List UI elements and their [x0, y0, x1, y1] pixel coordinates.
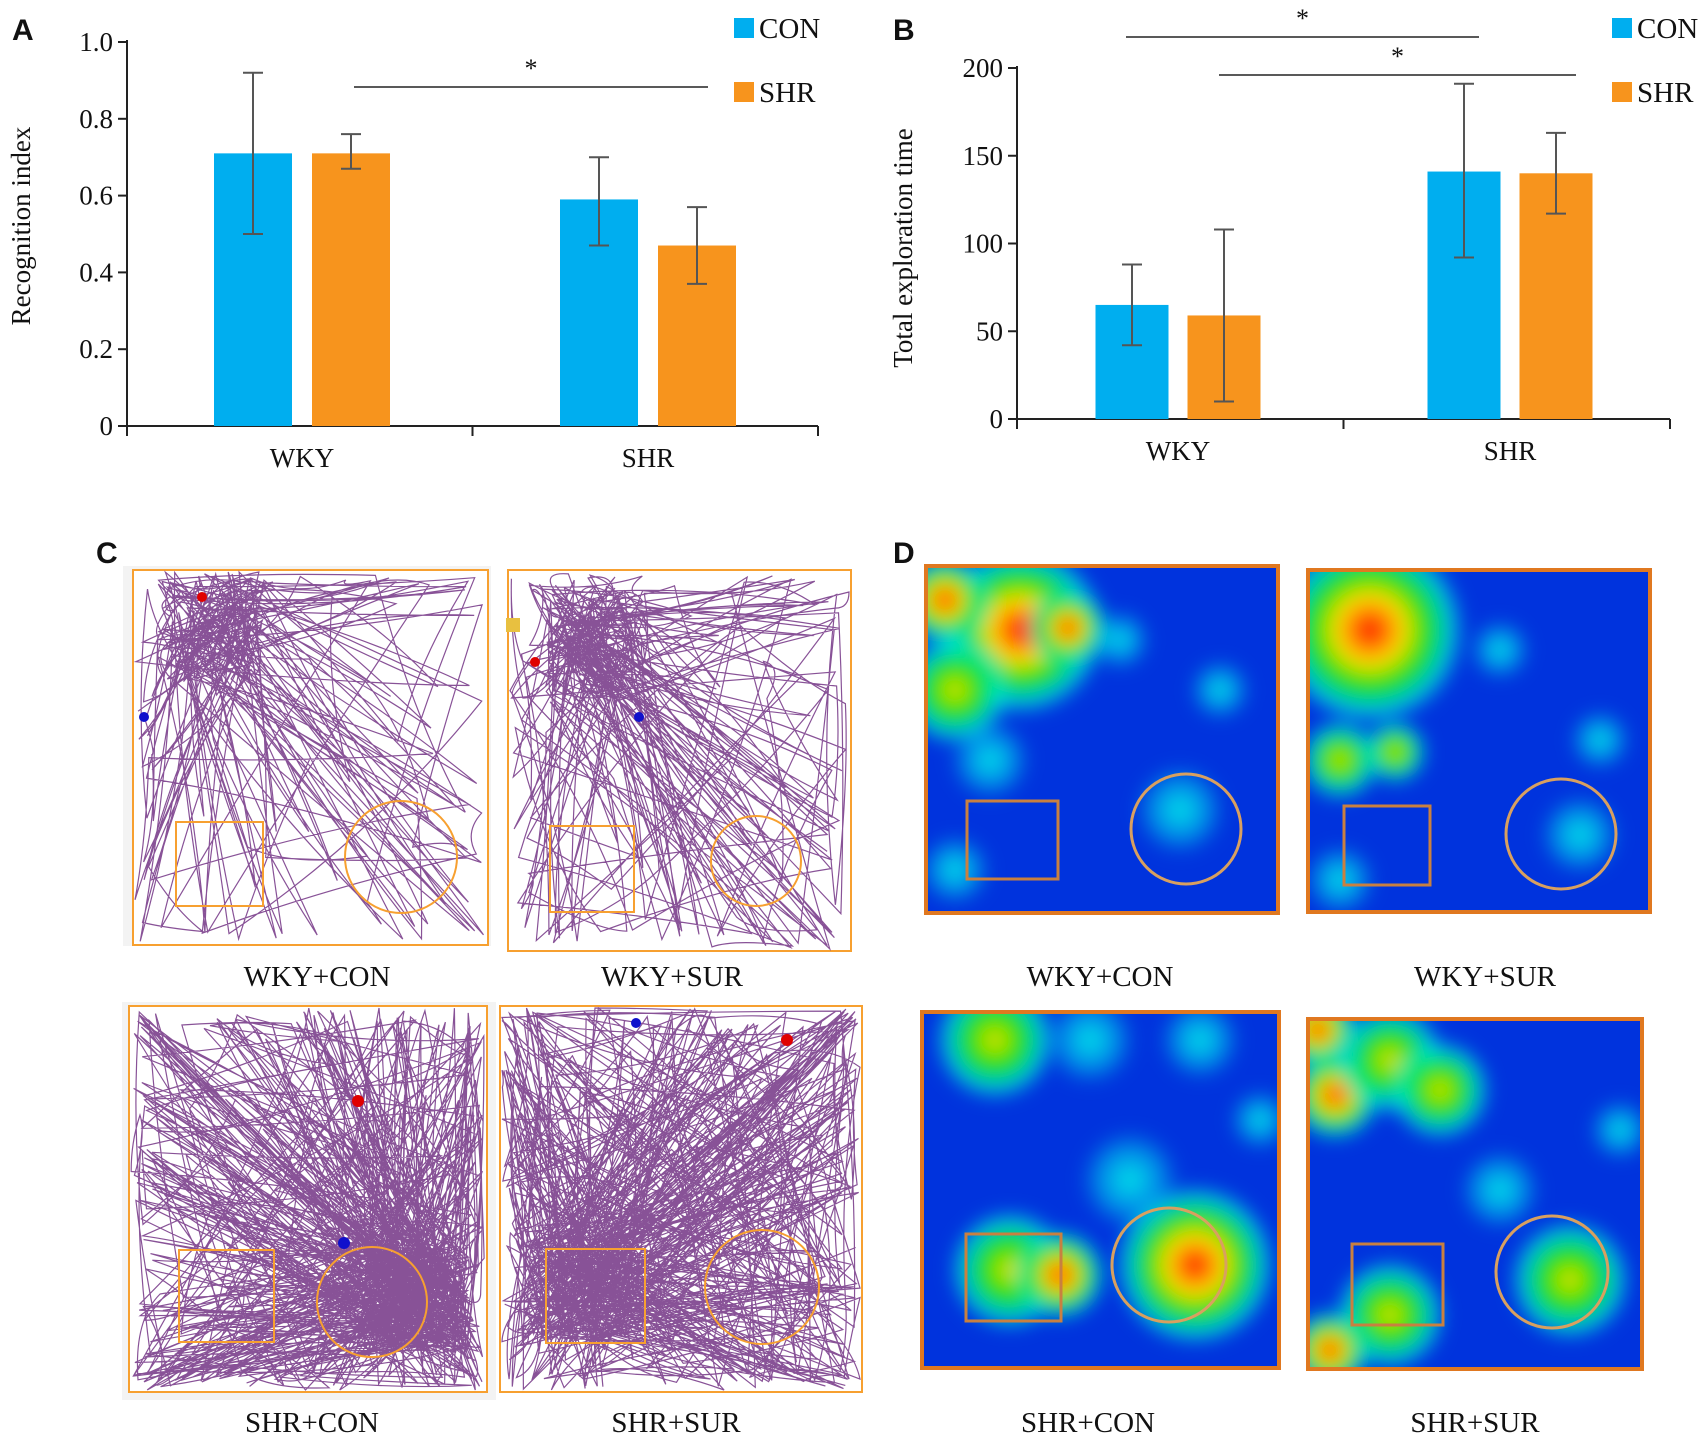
- marker-square: [506, 618, 520, 632]
- track-path: [501, 1006, 861, 1391]
- y-tick-label: 100: [963, 229, 1004, 259]
- legend-label: CON: [759, 13, 820, 45]
- start-marker: [530, 657, 540, 667]
- y-tick-label: 0.4: [79, 257, 113, 287]
- square-object: [1350, 1242, 1445, 1327]
- heatmap-shr-sur: [1306, 1017, 1644, 1371]
- track-plot-wky-con: [123, 566, 491, 946]
- track-line: [509, 573, 850, 951]
- legend-swatch: [734, 18, 754, 38]
- y-tick-label: 1.0: [79, 27, 113, 57]
- panel-letter-c: C: [96, 537, 118, 570]
- square-object: [1342, 804, 1432, 887]
- chart-a: Recognition index 0 0.2 0.4 0.6 0.8 1.0 WKY SHR…: [6, 13, 820, 473]
- track-plot-shr-sur: [499, 1005, 863, 1393]
- significance-label: *: [1391, 42, 1404, 71]
- track-line: [501, 1006, 861, 1391]
- bar: [312, 153, 390, 427]
- circle-object: [1504, 777, 1618, 891]
- track-path: [130, 1007, 485, 1391]
- legend-swatch: [1612, 18, 1632, 38]
- y-tick-label: 0.2: [79, 334, 113, 364]
- panel-letter-d: D: [893, 537, 915, 570]
- square-object: [965, 799, 1060, 881]
- caption-d-shr-con: SHR+CON: [1021, 1407, 1155, 1438]
- track-line: [133, 570, 484, 942]
- circle-object: [344, 800, 458, 914]
- legend-swatch: [734, 82, 754, 102]
- x-tick-label: WKY: [270, 443, 334, 473]
- heatmap-shr-con: [920, 1010, 1281, 1370]
- start-marker: [352, 1095, 364, 1107]
- y-tick-label: 0: [100, 411, 114, 441]
- end-marker: [634, 712, 644, 722]
- x-tick-label: WKY: [1146, 436, 1210, 466]
- circle-object: [316, 1246, 428, 1358]
- caption-d-wky-sur: WKY+SUR: [1414, 961, 1557, 993]
- x-tick-label: SHR: [1484, 436, 1537, 466]
- track-line: [130, 1007, 485, 1391]
- panel-letter-b: B: [893, 14, 915, 47]
- y-tick-label: 150: [963, 141, 1004, 171]
- square-object: [545, 1248, 646, 1344]
- track-plot-wky-sur: [506, 569, 852, 952]
- circle-object: [1129, 772, 1243, 886]
- caption-d-shr-sur: SHR+SUR: [1410, 1407, 1540, 1438]
- significance-label: *: [525, 54, 538, 83]
- circle-object: [1494, 1214, 1610, 1330]
- legend-swatch: [1612, 82, 1632, 102]
- circle-object: [1110, 1206, 1228, 1324]
- end-marker: [139, 712, 149, 722]
- panel-letter-a: A: [12, 14, 34, 47]
- square-object: [549, 825, 635, 913]
- y-tick-label: 0.6: [79, 181, 113, 211]
- y-tick-label: 0: [990, 404, 1004, 434]
- y-tick-label: 0.8: [79, 104, 113, 134]
- heatmap-wky-con: [924, 564, 1280, 915]
- y-tick-label: 50: [976, 316, 1003, 346]
- end-marker: [338, 1237, 350, 1249]
- heatmap-wky-sur: [1306, 568, 1652, 914]
- legend-label: SHR: [1637, 77, 1694, 109]
- square-object: [964, 1232, 1063, 1323]
- chart-a-ylabel: Recognition index: [6, 126, 36, 325]
- track-path: [509, 573, 850, 951]
- legend-label: CON: [1637, 13, 1698, 45]
- x-tick-label: SHR: [622, 443, 675, 473]
- chart-b-ylabel: Total exploration time: [888, 128, 918, 368]
- chart-b: Total exploration time 0 50 100 150 200 WKY SH…: [888, 4, 1698, 466]
- track-plot-shr-con: [122, 1002, 496, 1400]
- caption-c-wky-con: WKY+CON: [244, 961, 391, 993]
- end-marker: [631, 1018, 641, 1028]
- circle-object: [704, 1229, 820, 1345]
- caption-c-shr-sur: SHR+SUR: [611, 1407, 741, 1438]
- caption-c-wky-sur: WKY+SUR: [601, 961, 744, 993]
- square-object: [178, 1249, 275, 1343]
- square-object: [175, 821, 264, 907]
- track-path: [133, 570, 484, 942]
- heat-maps: WKY+CON WKY+SUR: [920, 564, 1652, 1438]
- significance-label: *: [1296, 4, 1309, 33]
- circle-object: [710, 815, 802, 907]
- y-tick-label: 200: [963, 53, 1004, 83]
- caption-c-shr-con: SHR+CON: [245, 1407, 379, 1438]
- start-marker: [781, 1034, 793, 1046]
- track-plots: WKY+CON WKY+SUR SHR+CON SHR+SUR: [122, 566, 863, 1438]
- legend-label: SHR: [759, 77, 816, 109]
- start-marker: [197, 592, 207, 602]
- caption-d-wky-con: WKY+CON: [1027, 961, 1174, 993]
